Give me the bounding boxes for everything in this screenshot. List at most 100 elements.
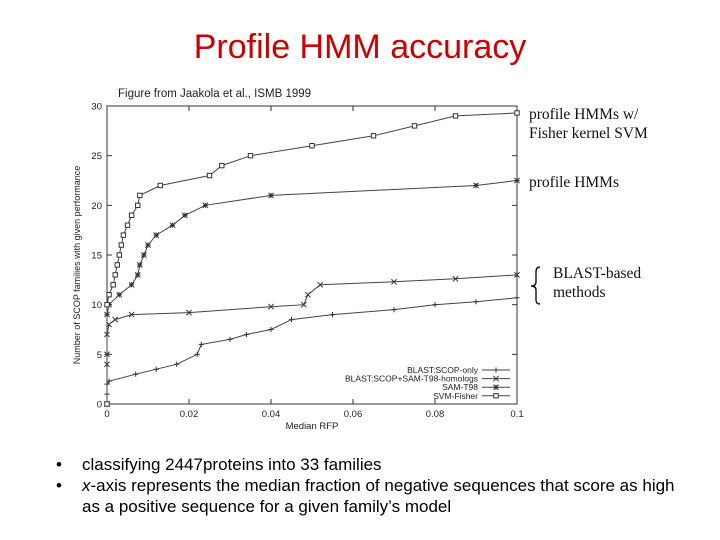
data-point-marker: [329, 312, 336, 318]
data-point-marker: [309, 143, 315, 149]
data-point-marker: [104, 301, 110, 308]
y-tick-label: 25: [91, 151, 102, 162]
x-tick-label: 0.02: [180, 409, 199, 420]
series-line: [106, 112, 518, 404]
data-point-marker: [169, 222, 176, 229]
data-point-marker: [157, 182, 164, 189]
data-point-marker: [118, 242, 125, 248]
y-tick-label: 30: [91, 102, 102, 113]
x-tick-label: 0.06: [344, 409, 363, 420]
fisher-note-line-2: Fisher kernel SVM: [529, 125, 648, 142]
blast-note-line-1: BLAST-based: [553, 265, 642, 282]
bullet-glyph: •: [56, 476, 62, 495]
blast-note-line-2: methods: [553, 284, 606, 301]
data-point-marker: [288, 316, 295, 323]
y-tick-label: 5: [97, 350, 102, 361]
x-tick-label: 0.08: [426, 409, 445, 420]
legend-label: BLAST:SCOP-only: [407, 365, 479, 375]
data-point-marker: [106, 292, 112, 298]
data-point-marker: [116, 291, 123, 298]
data-point-marker: [198, 341, 204, 347]
data-point-marker: [112, 272, 118, 278]
data-point-marker: [104, 401, 110, 407]
blast-annotation: BLAST-based methods: [553, 264, 641, 302]
data-point-marker: [247, 152, 254, 159]
data-point-marker: [243, 331, 249, 338]
data-point-marker: [128, 311, 135, 318]
data-point-marker: [128, 212, 135, 218]
data-point-marker: [110, 282, 116, 288]
fisher-svm-annotation: profile HMMs w/ Fisher kernel SVM: [529, 105, 648, 143]
data-point-marker: [514, 110, 520, 116]
data-point-marker: [219, 162, 225, 169]
y-tick-label: 0: [97, 400, 102, 411]
data-point-marker: [202, 202, 209, 209]
bullet-italic-text: x: [82, 476, 91, 495]
data-point-marker: [137, 192, 143, 199]
y-tick-label: 10: [91, 300, 102, 311]
data-point-marker: [114, 262, 120, 268]
data-point-marker: [134, 271, 141, 278]
legend-label: BLAST:SCOP+SAM-T98-homologs: [345, 374, 478, 384]
series-sam-t98: [104, 177, 520, 407]
blast-brace: [530, 266, 541, 305]
data-point-marker: [493, 393, 499, 399]
x-tick-label: 0.1: [510, 409, 523, 420]
profile-hmm-annotation: profile HMMs: [529, 174, 619, 191]
data-point-marker: [140, 252, 147, 258]
bullet-text: x-axis represents the median fraction of…: [82, 475, 696, 517]
bullet-item: • classifying 2447proteins into 33 famil…: [56, 454, 696, 475]
data-point-marker: [514, 177, 520, 184]
data-point-marker: [112, 316, 119, 323]
data-point-marker: [514, 295, 520, 301]
data-point-marker: [268, 326, 274, 333]
data-point-marker: [136, 261, 143, 268]
data-point-marker: [391, 278, 397, 285]
y-tick-label: 20: [91, 201, 102, 212]
data-point-marker: [268, 303, 274, 310]
data-point-marker: [128, 281, 135, 288]
data-point-marker: [493, 375, 499, 382]
data-point-marker: [317, 281, 324, 288]
y-tick-label: 15: [91, 251, 102, 262]
data-point-marker: [370, 133, 377, 139]
chart-legend: BLAST:SCOP-onlyBLAST:SCOP+SAM-T98-homolo…: [345, 365, 510, 401]
data-point-marker: [300, 301, 307, 308]
x-axis-label: Median RFP: [286, 421, 339, 432]
data-point-marker: [432, 302, 438, 308]
data-point-marker: [116, 252, 122, 258]
data-point-marker: [194, 351, 200, 357]
data-point-marker: [174, 361, 180, 367]
x-tick-label: 0.04: [262, 409, 281, 420]
legend-label: SVM-Fisher: [433, 391, 478, 401]
data-point-marker: [120, 232, 127, 238]
data-point-marker: [133, 371, 139, 377]
data-point-marker: [206, 172, 213, 179]
data-point-marker: [181, 212, 188, 219]
slide-title: Profile HMM accuracy: [193, 28, 527, 66]
data-point-marker: [411, 123, 418, 129]
fisher-note-line-1: profile HMMs w/: [529, 106, 639, 123]
x-tick-label: 0: [104, 409, 109, 420]
data-point-marker: [304, 291, 311, 298]
data-point-marker: [473, 299, 479, 305]
data-point-marker: [186, 309, 192, 316]
data-point-marker: [227, 336, 233, 343]
data-point-marker: [135, 202, 141, 209]
data-point-marker: [153, 232, 160, 239]
data-point-marker: [514, 271, 520, 278]
series-svm-fisher: [104, 110, 520, 407]
y-axis-label: Number of SCOP families with given perfo…: [72, 166, 82, 364]
bullet-text-rest: -axis represents the median fraction of …: [82, 476, 675, 516]
bullet-list: • classifying 2447proteins into 33 famil…: [56, 454, 696, 517]
data-point-marker: [124, 222, 131, 228]
data-point-marker: [493, 384, 499, 391]
data-point-marker: [493, 367, 499, 373]
data-point-marker: [391, 307, 397, 313]
bullet-glyph: •: [56, 455, 62, 474]
data-point-marker: [452, 275, 459, 282]
data-point-marker: [153, 366, 159, 372]
data-point-marker: [473, 182, 479, 189]
data-point-marker: [145, 242, 151, 249]
